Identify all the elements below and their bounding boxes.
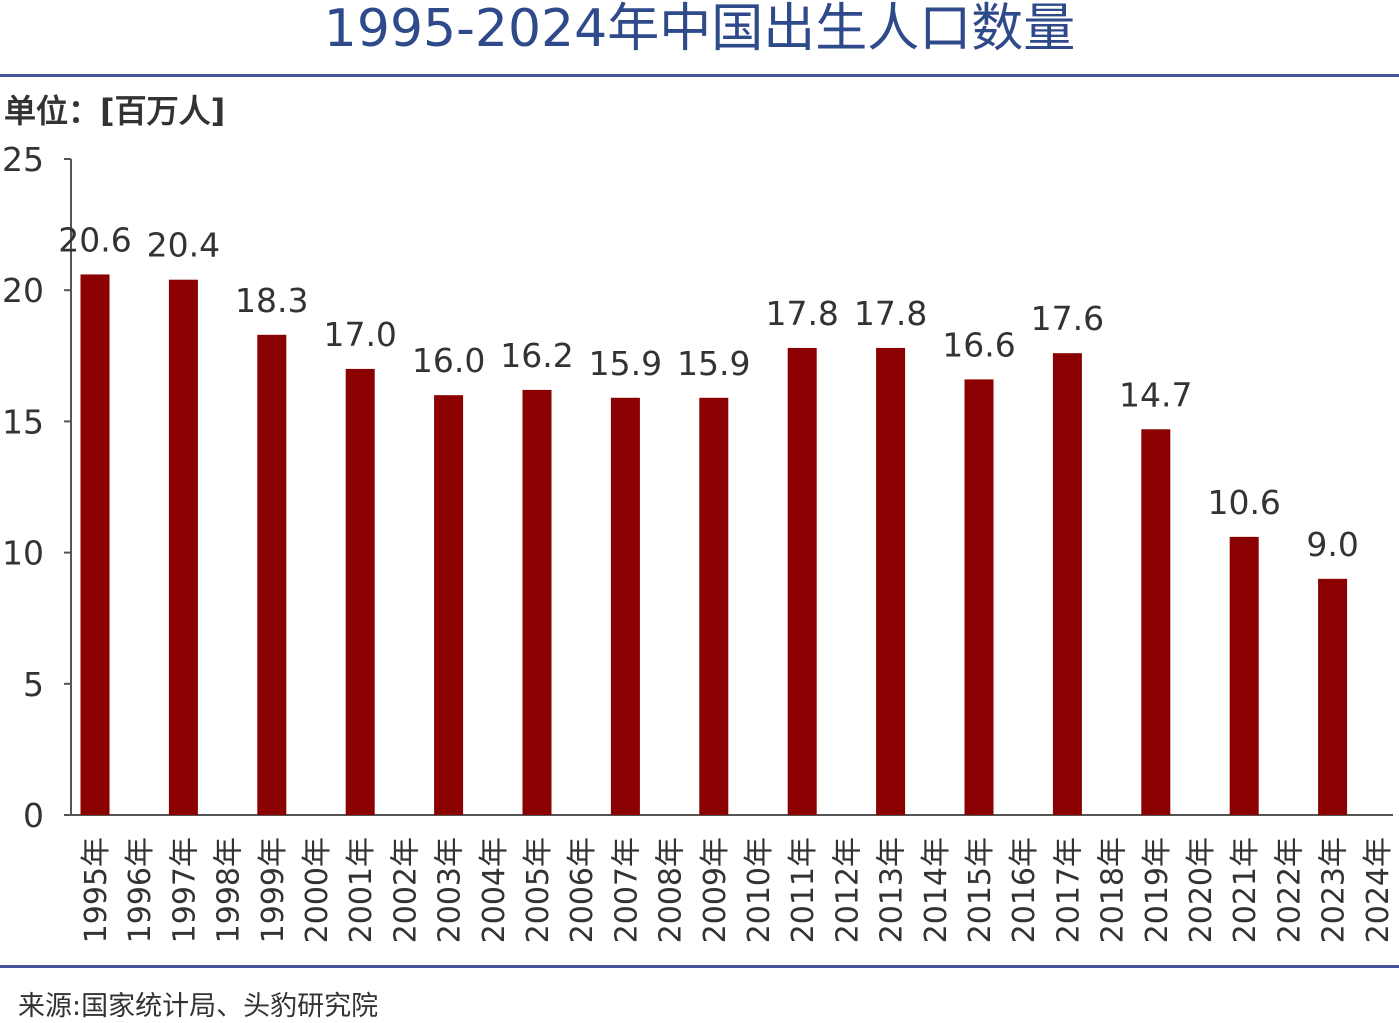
source-note: 来源:国家统计局、头豹研究院 <box>18 991 379 1022</box>
y-tick-label: 5 <box>23 665 44 704</box>
bar <box>699 397 729 815</box>
x-tick-label: 2002年 <box>388 837 423 943</box>
data-label: 16.2 <box>500 336 573 375</box>
x-tick-label: 2004年 <box>477 837 512 943</box>
y-tick-label: 0 <box>23 796 44 835</box>
data-label: 20.4 <box>147 226 220 265</box>
data-label: 20.6 <box>58 220 131 259</box>
x-tick-label: 1995年 <box>79 837 114 943</box>
bar <box>876 347 906 815</box>
bottom-divider <box>0 965 1399 968</box>
x-tick-label: 2019年 <box>1140 837 1175 943</box>
x-tick-label: 2000年 <box>300 837 335 943</box>
data-label: 15.9 <box>677 344 750 383</box>
bar <box>1229 536 1259 815</box>
data-label: 16.6 <box>942 325 1015 364</box>
bar <box>345 368 375 815</box>
x-tick-label: 2017年 <box>1051 837 1086 943</box>
x-tick-label: 1997年 <box>167 837 202 943</box>
y-tick-label: 25 <box>2 140 44 179</box>
x-tick-label: 2016年 <box>1007 837 1042 943</box>
data-label: 18.3 <box>235 281 308 320</box>
bar <box>522 389 552 815</box>
bar <box>257 334 287 815</box>
x-tick-label: 2012年 <box>830 837 865 943</box>
x-tick-label: 1999年 <box>256 837 291 943</box>
data-label: 17.8 <box>854 294 927 333</box>
bar <box>168 279 198 816</box>
y-tick-label: 15 <box>2 402 44 441</box>
x-tick-label: 2005年 <box>521 837 556 943</box>
bar <box>1052 353 1082 815</box>
x-tick-label: 2001年 <box>344 837 379 943</box>
x-tick-label: 2007年 <box>609 837 644 943</box>
data-label: 15.9 <box>589 344 662 383</box>
x-tick-label: 2022年 <box>1272 837 1307 943</box>
y-tick-label: 10 <box>2 534 44 573</box>
x-tick-label: 1996年 <box>123 837 158 943</box>
x-tick-label: 2011年 <box>786 837 821 943</box>
bar <box>1141 429 1171 815</box>
x-tick-label: 2021年 <box>1228 837 1263 943</box>
data-label: 17.8 <box>765 294 838 333</box>
x-tick-label: 2009年 <box>698 837 733 943</box>
bar <box>964 379 994 815</box>
chart-title: 1995-2024年中国出生人口数量 <box>323 0 1076 59</box>
data-label: 14.7 <box>1119 375 1192 414</box>
x-tick-label: 1998年 <box>212 837 247 943</box>
x-tick-label: 2020年 <box>1184 837 1219 943</box>
x-tick-label: 2003年 <box>433 837 468 943</box>
bar <box>1318 578 1348 815</box>
data-label: 10.6 <box>1207 483 1280 522</box>
x-tick-label: 2006年 <box>565 837 600 943</box>
bar <box>610 397 640 815</box>
data-label: 9.0 <box>1306 525 1358 564</box>
x-tick-label: 2013年 <box>875 837 910 943</box>
data-label: 16.0 <box>412 341 485 380</box>
data-label: 17.0 <box>323 315 396 354</box>
y-tick-label: 20 <box>2 271 44 310</box>
unit-label: 单位：[百万人] <box>4 92 226 130</box>
bar <box>787 347 817 815</box>
x-tick-label: 2023年 <box>1317 837 1352 943</box>
x-tick-label: 2024年 <box>1361 837 1396 943</box>
bar <box>80 274 110 815</box>
data-label: 17.6 <box>1031 299 1104 338</box>
x-tick-label: 2014年 <box>919 837 954 943</box>
x-tick-label: 2010年 <box>742 837 777 943</box>
bar <box>434 395 464 815</box>
x-tick-label: 2008年 <box>654 837 689 943</box>
x-tick-label: 2015年 <box>963 837 998 943</box>
x-tick-label: 2018年 <box>1096 837 1131 943</box>
top-divider <box>0 74 1399 77</box>
